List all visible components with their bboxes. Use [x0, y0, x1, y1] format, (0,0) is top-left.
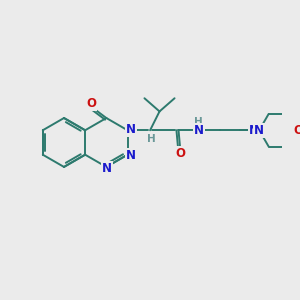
Text: H: H	[147, 134, 155, 144]
Text: N: N	[126, 123, 136, 136]
Text: O: O	[175, 147, 185, 160]
Text: N: N	[126, 149, 136, 162]
Text: N: N	[102, 162, 112, 175]
Text: O: O	[294, 124, 300, 137]
Text: N: N	[194, 124, 204, 137]
Text: N: N	[254, 124, 264, 137]
Text: H: H	[194, 117, 203, 127]
Text: O: O	[86, 98, 96, 110]
Text: N: N	[249, 124, 259, 137]
